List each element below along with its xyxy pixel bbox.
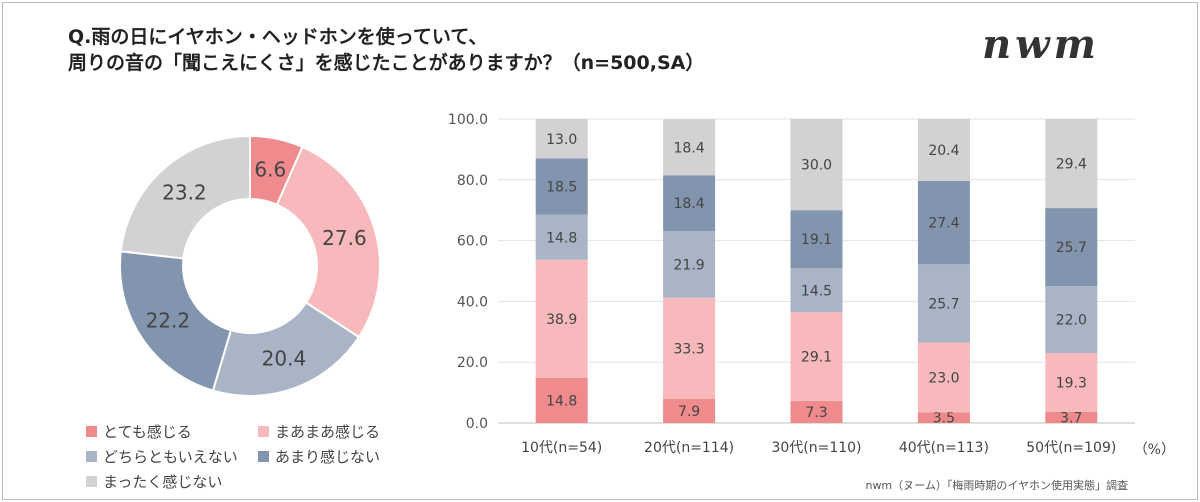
bar-value-label: 22.0 <box>1056 313 1087 329</box>
bar-segment <box>663 297 716 399</box>
donut-label-4: 22.2 <box>146 308 191 332</box>
x-category-label: 50代(n=109) <box>1026 440 1116 456</box>
donut-slice-3 <box>211 301 361 397</box>
bar-segment <box>790 210 843 269</box>
y-tick-label: 80.0 <box>457 173 488 189</box>
bar-segment <box>917 119 970 182</box>
bar-segment <box>535 259 588 379</box>
legend-label: あまり感じない <box>275 448 381 466</box>
legend-swatch <box>258 451 269 462</box>
brand-logo-text: nwm <box>982 22 1100 68</box>
bar-value-label: 25.7 <box>928 296 959 312</box>
bar-value-label: 38.9 <box>546 312 577 328</box>
y-tick-label: 0.0 <box>466 416 488 432</box>
bar-value-label: 14.8 <box>546 230 577 246</box>
bar-value-label: 13.0 <box>546 132 577 148</box>
donut-label-3: 20.4 <box>262 346 307 370</box>
bar-value-label: 30.0 <box>801 158 832 174</box>
legend-item-5: まったく感じない <box>86 471 222 492</box>
legend-item-3: どちらともいえない <box>86 446 238 467</box>
x-category-label: 20代(n=114) <box>644 440 734 456</box>
bar-segment <box>1045 208 1098 287</box>
title-line-2: 周りの音の「聞こえにくさ」を感じたことがありますか？（n=500,SA） <box>68 52 705 74</box>
chart-title: Q.雨の日にイヤホン・ヘッドホンを使っていて、 周りの音の「聞こえにくさ」を感じ… <box>68 24 704 76</box>
bar-value-label: 7.9 <box>678 404 700 420</box>
legend-swatch <box>86 451 97 462</box>
bar-segment <box>663 398 716 423</box>
bar-value-label: 29.1 <box>801 350 832 366</box>
y-tick-label: 60.0 <box>457 234 488 250</box>
bar-segment <box>663 231 716 298</box>
bar-value-label: 7.3 <box>805 405 827 421</box>
bar-value-label: 21.9 <box>674 257 705 273</box>
stacked-bar-chart: 0.0 20.0 40.0 60.0 80.0 100.0 14.8 38.9 14.8 18.5… <box>448 112 1175 458</box>
y-tick-label: 100.0 <box>448 112 488 128</box>
bar-value-label: 14.5 <box>801 283 832 299</box>
bar-value-label: 18.5 <box>546 180 577 196</box>
bar-segment <box>1045 353 1098 412</box>
legend-label: まあまあ感じる <box>275 423 381 441</box>
bar-segment <box>535 158 588 215</box>
bar-segment <box>917 264 970 343</box>
legend-swatch <box>258 426 269 437</box>
donut-chart: 6.6 27.6 20.4 22.2 23.2 <box>119 134 381 397</box>
bar-value-label: 25.7 <box>1056 240 1087 256</box>
bar-segment <box>790 400 843 423</box>
brand-logo: nwm <box>982 22 1100 68</box>
donut-slice-4 <box>119 250 233 392</box>
bar-value-label: 27.4 <box>928 216 959 232</box>
bar-segment <box>917 412 970 423</box>
x-category-label: 10代(n=54) <box>521 440 602 456</box>
title-line-1: Q.雨の日にイヤホン・ヘッドホンを使っていて、 <box>68 26 488 48</box>
bar-value-label: 14.8 <box>546 394 577 410</box>
bar-value-label: 3.7 <box>1060 410 1082 426</box>
legend-label: とても感じる <box>103 423 192 441</box>
donut-slice-2 <box>275 145 381 339</box>
bar-segment <box>1045 119 1098 209</box>
legend-item-2: まあまあ感じる <box>258 421 380 442</box>
bar-value-label: 3.5 <box>933 411 955 427</box>
donut-label-5: 23.2 <box>162 181 207 205</box>
bar-segment <box>790 119 843 211</box>
donut-label-2: 27.6 <box>322 226 367 250</box>
bar-value-label: 33.3 <box>674 341 705 357</box>
bar-segment <box>535 214 588 260</box>
bar-value-label: 18.4 <box>674 140 705 156</box>
unit-label: （%） <box>1134 442 1175 458</box>
x-category-label: 30代(n=110) <box>771 440 861 456</box>
bar-segment <box>790 268 843 313</box>
bar-value-label: 19.1 <box>801 232 832 248</box>
legend-item-4: あまり感じない <box>258 446 380 467</box>
bar-segment <box>535 119 588 159</box>
bar-value-label: 29.4 <box>1056 157 1087 173</box>
legend-label: まったく感じない <box>103 473 223 491</box>
bar-value-label: 19.3 <box>1056 375 1087 391</box>
bar-segment <box>535 378 588 423</box>
bar-value-label: 18.4 <box>674 196 705 212</box>
bar-segment <box>790 312 843 401</box>
source-footer: nwm（ヌーム）「梅雨時期のイヤホン使用実態」調査 <box>865 479 1128 492</box>
donut-slice-5 <box>119 134 251 260</box>
bar-segment <box>663 119 716 176</box>
y-tick-label: 20.0 <box>457 355 488 371</box>
bar-segment <box>917 342 970 413</box>
legend-item-1: とても感じる <box>86 421 192 442</box>
bar-segment <box>663 175 716 232</box>
legend-label: どちらともいえない <box>103 448 238 466</box>
donut-label-1: 6.6 <box>254 158 286 182</box>
bar-segment <box>917 181 970 265</box>
bar-segment <box>1045 411 1098 423</box>
legend-swatch <box>86 476 97 487</box>
bar-value-label: 20.4 <box>928 143 959 159</box>
legend-swatch <box>86 426 97 437</box>
x-category-label: 40代(n=113) <box>899 440 989 456</box>
bar-value-label: 23.0 <box>928 370 959 386</box>
bar-segment <box>1045 286 1098 354</box>
y-tick-label: 40.0 <box>457 294 488 310</box>
